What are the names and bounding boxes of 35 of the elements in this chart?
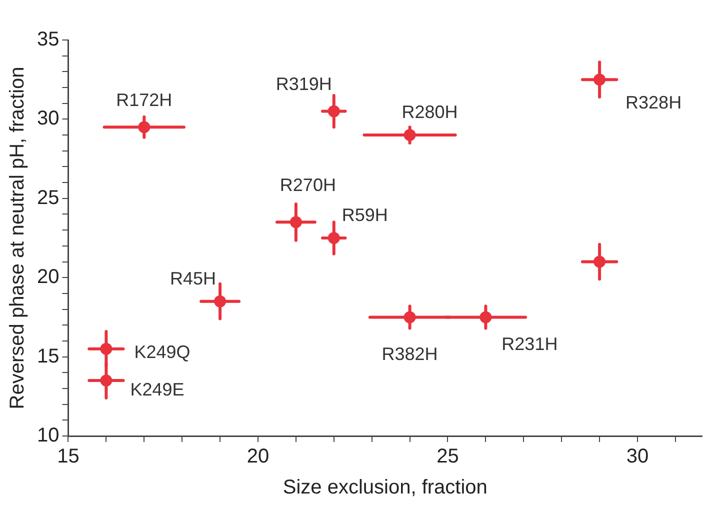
annotation: K249E bbox=[130, 380, 184, 400]
annotation: R172H bbox=[116, 90, 172, 110]
point bbox=[404, 129, 416, 142]
point bbox=[404, 311, 416, 324]
annotation: R231H bbox=[502, 334, 558, 354]
x-tick-label: 15 bbox=[57, 446, 80, 468]
annotation: R45H bbox=[170, 268, 216, 288]
point bbox=[328, 232, 340, 244]
x-axis-title: Size exclusion, fraction bbox=[282, 476, 488, 499]
y-tick-label: 10 bbox=[36, 424, 60, 447]
annotation: R280H bbox=[402, 102, 458, 122]
point bbox=[328, 105, 340, 118]
point bbox=[214, 295, 226, 308]
y-tick-label: 25 bbox=[36, 186, 60, 209]
x-tick-label: 30 bbox=[626, 446, 649, 468]
y-axis-title: Reversed phase at neutral pH, fraction bbox=[6, 66, 29, 410]
annotation: R59H bbox=[342, 204, 388, 225]
annotation: R270H bbox=[280, 175, 336, 196]
point bbox=[138, 121, 150, 134]
y-tick-label: 20 bbox=[36, 266, 60, 288]
point bbox=[594, 256, 606, 268]
point bbox=[100, 342, 112, 355]
x-tick-label: 20 bbox=[246, 446, 270, 468]
y-tick-label: 35 bbox=[36, 28, 60, 51]
point bbox=[290, 216, 302, 228]
annotation: R328H bbox=[626, 92, 682, 113]
point bbox=[100, 374, 112, 387]
x-tick-label: 25 bbox=[436, 446, 459, 468]
y-tick-label: 15 bbox=[36, 345, 60, 368]
point bbox=[480, 311, 492, 324]
annotation: R382H bbox=[382, 344, 438, 364]
annotation: R319H bbox=[276, 74, 332, 94]
y-tick-label: 30 bbox=[36, 108, 60, 130]
point bbox=[594, 74, 606, 86]
annotation: K249Q bbox=[134, 342, 190, 362]
